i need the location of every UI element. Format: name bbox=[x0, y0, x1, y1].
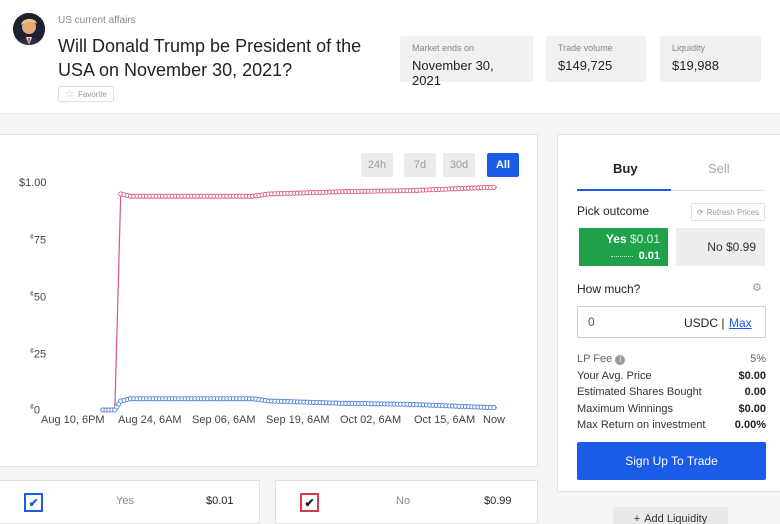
y-tick-value: 0 bbox=[34, 405, 40, 417]
amount-unit: USDC | bbox=[684, 316, 724, 330]
max-button[interactable]: Max bbox=[729, 316, 752, 330]
info-row-avg-price: Your Avg. Price $0.00 bbox=[577, 370, 766, 382]
outcome-yes-name: Yes bbox=[116, 495, 134, 507]
tab-divider bbox=[671, 190, 765, 191]
trade-volume-value: $149,725 bbox=[558, 58, 634, 73]
no-checkbox[interactable]: ✔ bbox=[300, 493, 319, 512]
est-shares-value: 0.00 bbox=[745, 386, 766, 398]
outcome-yes-price: $0.01 bbox=[206, 495, 234, 507]
amount-input[interactable]: 0 USDC | Max bbox=[577, 306, 766, 338]
y-tick-label: $1.00 bbox=[19, 177, 47, 189]
liquidity-value: $19,988 bbox=[672, 58, 749, 73]
info-row-est-shares: Estimated Shares Bought 0.00 bbox=[577, 386, 766, 398]
y-tick-value: 50 bbox=[34, 292, 46, 304]
market-avatar bbox=[13, 13, 45, 45]
favorite-label: Favorite bbox=[78, 90, 107, 99]
gear-icon[interactable]: ⚙ bbox=[752, 281, 762, 294]
plus-icon: + bbox=[634, 513, 640, 524]
y-tick-label: ¢75 bbox=[30, 234, 46, 247]
tab-sell[interactable]: Sell bbox=[708, 161, 730, 176]
info-icon[interactable]: i bbox=[615, 355, 625, 365]
max-return-value: 0.00% bbox=[735, 419, 766, 431]
max-winnings-label: Maximum Winnings bbox=[577, 403, 673, 415]
pick-outcome-label: Pick outcome bbox=[577, 204, 649, 218]
y-tick-label: ¢0 bbox=[30, 404, 40, 417]
x-tick-label: Oct 15, 6AM bbox=[414, 414, 475, 426]
market-ends-value: November 30, 2021 bbox=[412, 58, 521, 88]
liquidity-label: Liquidity bbox=[672, 43, 749, 53]
y-tick-label: ¢50 bbox=[30, 291, 46, 304]
x-tick-label: Sep 06, 6AM bbox=[192, 414, 256, 426]
yes-sparkline bbox=[611, 255, 633, 257]
market-ends-stat: Market ends on November 30, 2021 bbox=[400, 36, 533, 82]
series-point-0 bbox=[492, 185, 496, 189]
info-row-max-winnings: Maximum Winnings $0.00 bbox=[577, 403, 766, 415]
refresh-prices-button[interactable]: ⟳ Refresh Prices bbox=[691, 203, 765, 221]
y-tick-value: 75 bbox=[34, 235, 46, 247]
x-tick-label: Aug 10, 6PM bbox=[41, 414, 105, 426]
series-line-0 bbox=[103, 187, 497, 410]
refresh-icon: ⟳ bbox=[697, 208, 704, 217]
max-return-label: Max Return on investment bbox=[577, 419, 705, 431]
market-title: Will Donald Trump be President of the US… bbox=[58, 34, 378, 82]
outcome-row-yes[interactable]: ✔ Yes $0.01 bbox=[0, 480, 260, 524]
est-shares-label: Estimated Shares Bought bbox=[577, 386, 702, 398]
amount-value: 0 bbox=[588, 315, 595, 329]
outcome-no-price: $0.99 bbox=[484, 495, 512, 507]
series-point-1 bbox=[492, 406, 496, 410]
x-tick-label: Aug 24, 6AM bbox=[118, 414, 182, 426]
x-tick-label: Oct 02, 6AM bbox=[340, 414, 401, 426]
lp-fee-label: LP Fee bbox=[577, 353, 612, 365]
trade-volume-label: Trade volume bbox=[558, 43, 634, 53]
sign-up-to-trade-button[interactable]: Sign Up To Trade bbox=[577, 442, 766, 480]
refresh-prices-label: Refresh Prices bbox=[707, 208, 759, 217]
market-category[interactable]: US current affairs bbox=[58, 15, 136, 26]
how-much-label: How much? bbox=[577, 282, 640, 296]
tab-buy[interactable]: Buy bbox=[613, 161, 638, 176]
no-price: $0.99 bbox=[726, 240, 756, 254]
yes-label: Yes bbox=[606, 232, 627, 246]
y-tick-label: ¢25 bbox=[30, 348, 46, 361]
lp-fee-value: 5% bbox=[750, 353, 766, 365]
trade-panel: Buy Sell Pick outcome ⟳ Refresh Prices Y… bbox=[557, 134, 780, 492]
outcome-yes-button[interactable]: Yes $0.01 0.01 bbox=[579, 228, 668, 266]
x-tick-label: Sep 19, 6AM bbox=[266, 414, 330, 426]
market-header: US current affairs Will Donald Trump be … bbox=[0, 0, 780, 114]
y-tick-value: $1.00 bbox=[19, 177, 47, 189]
market-ends-label: Market ends on bbox=[412, 43, 521, 53]
outcome-row-no[interactable]: ✔ No $0.99 bbox=[275, 480, 538, 524]
no-label: No bbox=[707, 240, 722, 254]
max-winnings-value: $0.00 bbox=[738, 403, 766, 415]
tab-active-indicator bbox=[577, 189, 671, 191]
liquidity-stat: Liquidity $19,988 bbox=[660, 36, 761, 82]
price-chart-card: 24h 7d 30d All $1.00 ¢75 ¢50 ¢25 ¢0 Aug 10, 6… bbox=[0, 134, 538, 467]
avg-price-label: Your Avg. Price bbox=[577, 370, 652, 382]
info-row-max-return: Max Return on investment 0.00% bbox=[577, 419, 766, 431]
yes-price: $0.01 bbox=[630, 232, 660, 246]
outcome-no-button[interactable]: No $0.99 bbox=[676, 228, 765, 266]
info-row-lp-fee: LP Fee i 5% bbox=[577, 353, 766, 365]
add-liquidity-button[interactable]: + Add Liquidity bbox=[613, 507, 728, 524]
trade-volume-stat: Trade volume $149,725 bbox=[546, 36, 646, 82]
avg-price-value: $0.00 bbox=[738, 370, 766, 382]
outcome-no-name: No bbox=[396, 495, 410, 507]
star-icon: ☆ bbox=[65, 89, 74, 100]
add-liquidity-label: Add Liquidity bbox=[644, 513, 707, 524]
x-tick-label: Now bbox=[483, 414, 505, 426]
favorite-button[interactable]: ☆ Favorite bbox=[58, 86, 114, 102]
yes-checkbox[interactable]: ✔ bbox=[24, 493, 43, 512]
yes-sub-value: 0.01 bbox=[639, 250, 660, 262]
y-tick-value: 25 bbox=[34, 349, 46, 361]
